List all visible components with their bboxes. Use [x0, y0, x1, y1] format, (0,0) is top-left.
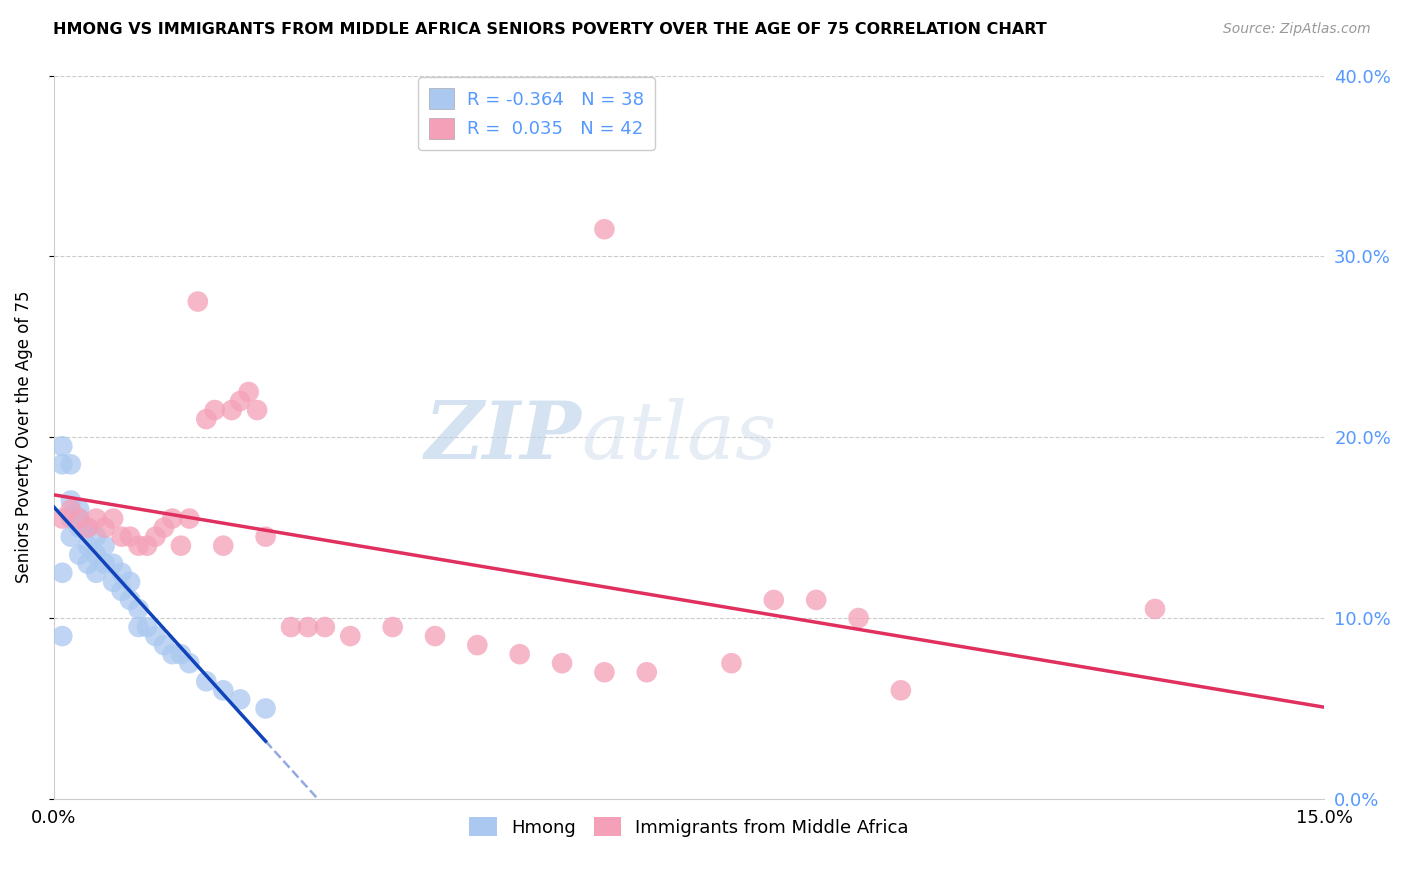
Point [636, 665, 658, 680]
Point [93, 539, 115, 553]
Point [76, 520, 98, 534]
Point [762, 593, 785, 607]
Point [1143, 602, 1166, 616]
Text: atlas: atlas [581, 399, 776, 476]
Point [467, 638, 489, 652]
Point [110, 566, 132, 580]
Text: ZIP: ZIP [425, 399, 581, 476]
Point [67, 511, 90, 525]
Point [153, 520, 176, 534]
Point [59, 458, 82, 472]
Point [314, 620, 336, 634]
Point [76, 539, 98, 553]
Point [84, 548, 107, 562]
Point [145, 629, 167, 643]
Point [153, 638, 176, 652]
Point [170, 539, 193, 553]
Point [51, 566, 73, 580]
Point [212, 539, 235, 553]
Point [51, 458, 73, 472]
Point [67, 520, 90, 534]
Point [804, 593, 827, 607]
Point [593, 222, 616, 236]
Point [238, 384, 260, 399]
Point [76, 557, 98, 571]
Legend: Hmong, Immigrants from Middle Africa: Hmong, Immigrants from Middle Africa [463, 810, 917, 844]
Point [229, 692, 252, 706]
Point [297, 620, 319, 634]
Text: HMONG VS IMMIGRANTS FROM MIDDLE AFRICA SENIORS POVERTY OVER THE AGE OF 75 CORREL: HMONG VS IMMIGRANTS FROM MIDDLE AFRICA S… [53, 22, 1047, 37]
Point [84, 511, 107, 525]
Text: Source: ZipAtlas.com: Source: ZipAtlas.com [1223, 22, 1371, 37]
Point [254, 530, 277, 544]
Point [93, 557, 115, 571]
Point [136, 539, 159, 553]
Point [120, 530, 142, 544]
Point [76, 520, 98, 534]
Point [101, 574, 124, 589]
Point [51, 439, 73, 453]
Point [51, 511, 73, 525]
Point [254, 701, 277, 715]
Point [93, 520, 115, 534]
Point [128, 602, 150, 616]
Point [59, 493, 82, 508]
Point [280, 620, 302, 634]
Point [162, 511, 184, 525]
Point [136, 620, 159, 634]
Point [128, 539, 150, 553]
Point [59, 530, 82, 544]
Point [246, 403, 269, 417]
Point [381, 620, 404, 634]
Point [179, 657, 201, 671]
Point [59, 511, 82, 525]
Point [509, 647, 531, 661]
Point [84, 566, 107, 580]
Point [423, 629, 446, 643]
Point [101, 557, 124, 571]
Point [179, 511, 201, 525]
Point [110, 583, 132, 598]
Point [195, 674, 218, 689]
Point [51, 629, 73, 643]
Point [110, 530, 132, 544]
Point [187, 294, 209, 309]
Point [204, 403, 226, 417]
Point [162, 647, 184, 661]
Point [593, 665, 616, 680]
Point [101, 511, 124, 525]
Point [120, 574, 142, 589]
Point [890, 683, 912, 698]
Point [67, 548, 90, 562]
Point [551, 657, 574, 671]
Point [128, 620, 150, 634]
Point [848, 611, 870, 625]
Point [229, 394, 252, 409]
Y-axis label: Seniors Poverty Over the Age of 75: Seniors Poverty Over the Age of 75 [15, 291, 32, 583]
Point [212, 683, 235, 698]
Point [145, 530, 167, 544]
Point [67, 502, 90, 516]
Point [67, 511, 90, 525]
Point [720, 657, 742, 671]
Point [120, 593, 142, 607]
Point [59, 502, 82, 516]
Point [84, 530, 107, 544]
Point [195, 412, 218, 426]
Point [221, 403, 243, 417]
Point [339, 629, 361, 643]
Point [170, 647, 193, 661]
